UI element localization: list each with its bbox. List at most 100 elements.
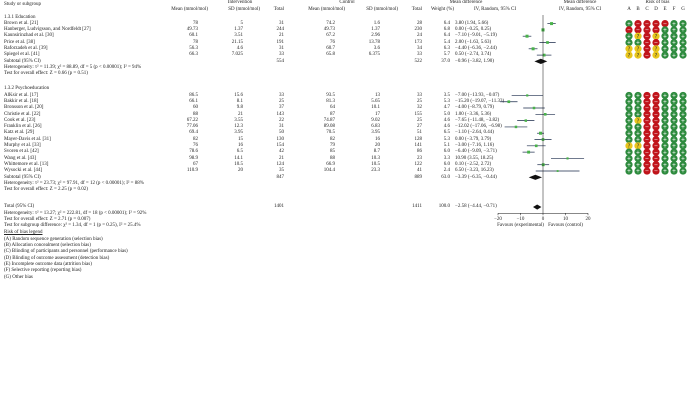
intervention-mean: 78 <box>193 20 198 26</box>
intervention-sd: 3.95 <box>234 130 243 136</box>
rob-symbol: + <box>672 21 676 27</box>
total-intervention: 1401 <box>274 204 284 210</box>
control-mean: 81.3 <box>326 98 335 104</box>
rob-symbol: + <box>663 106 667 112</box>
study-weight: 6.4 <box>443 33 450 39</box>
rob-dot-E <box>661 135 669 144</box>
legend-item: (E) Incomplete outcome data (attrition b… <box>4 261 92 267</box>
rob-dot-F <box>670 142 678 150</box>
rob-symbol: + <box>672 150 676 156</box>
subtotal-diamond <box>534 58 548 64</box>
control-sd: 16 <box>375 136 380 142</box>
rob-symbol: − <box>654 162 658 168</box>
rob-dot-D <box>652 142 660 150</box>
rob-symbol: − <box>645 118 649 124</box>
rob-dot-A <box>625 142 633 150</box>
rob-dot-G <box>679 91 687 100</box>
rob-dot-C <box>643 161 651 169</box>
rob-dot-F <box>670 26 678 34</box>
rob-symbol: − <box>645 137 649 143</box>
study-name: Spiegel et al. [41] <box>4 52 40 58</box>
rob-dot-B <box>634 104 642 112</box>
rob-symbol: + <box>627 40 631 46</box>
control-total: 32 <box>417 105 422 111</box>
rob-symbol: + <box>663 47 667 53</box>
study-name: Bronsson et al. [20] <box>4 105 44 111</box>
rob-dot-B <box>634 98 642 106</box>
study-weight: 4.7 <box>443 105 450 111</box>
rob-dot-A <box>625 20 633 28</box>
rob-symbol: + <box>663 156 667 162</box>
subtotal-intervention-total: 554 <box>276 58 285 64</box>
control-total: 23 <box>417 155 422 161</box>
control-total: 173 <box>414 39 423 45</box>
study-name: Mayer-Davis et al. [31] <box>4 136 51 142</box>
control-mean: 67.2 <box>326 33 335 39</box>
rob-dot-D <box>652 161 660 169</box>
total-diamond <box>533 204 542 210</box>
intervention-mean: 76 <box>193 143 198 149</box>
rob-dot-C <box>643 142 651 150</box>
control-total: 28 <box>417 20 422 26</box>
header-rob: Risk of bias <box>645 0 670 5</box>
study-ci: 0.10 (−2.52, 2.72) <box>455 161 492 167</box>
effect-square <box>527 150 531 154</box>
study-weight: 6.5 <box>443 130 450 136</box>
rob-symbol: − <box>645 125 649 131</box>
rob-symbol: + <box>627 99 631 105</box>
rob-dot-D <box>652 45 660 53</box>
rob-dot-G <box>679 129 687 137</box>
rob-dot-A <box>625 110 633 118</box>
study-weight: 5.0 <box>443 111 450 117</box>
intervention-sd: 5 <box>240 20 244 26</box>
intervention-mean: 60.1 <box>189 33 198 39</box>
intervention-sd: 9.8 <box>236 105 243 111</box>
intervention-total: 33 <box>279 92 284 98</box>
total-heterogeneity: Heterogeneity: τ² = 13.27; χ² = 222.81, … <box>4 210 147 216</box>
rob-symbol: ? <box>637 53 640 59</box>
subtotal-weight: 37.0 <box>441 58 450 64</box>
rob-symbol: − <box>654 28 658 34</box>
study-name: Brown et al. [21] <box>4 20 39 26</box>
effect-square <box>525 34 529 38</box>
effect-square <box>556 170 559 172</box>
rob-symbol: − <box>645 156 649 162</box>
rob-symbol: + <box>681 156 685 162</box>
rob-dot-E <box>661 38 669 47</box>
rob-dot-E <box>661 98 669 106</box>
rob-symbol: + <box>663 137 667 143</box>
rob-letter-D: D <box>654 7 658 12</box>
study-name: Bakkir et al. [18] <box>4 98 39 104</box>
rob-dot-D <box>652 32 660 40</box>
x-tick-label: 0 <box>542 217 545 222</box>
rob-symbol: ? <box>637 34 640 40</box>
header-md: Mean difference <box>449 0 483 5</box>
study-ci: 6.50 (−3.23, 16.23) <box>455 168 494 174</box>
control-sd: 2.96 <box>371 33 380 39</box>
intervention-total: 21 <box>279 155 284 161</box>
rob-dot-G <box>679 26 687 34</box>
rob-dot-G <box>679 161 687 169</box>
rob-dot-G <box>679 117 687 125</box>
rob-dot-F <box>670 32 678 40</box>
x-tick-label: 10 <box>563 217 569 222</box>
intervention-mean: 66.1 <box>189 98 198 104</box>
intervention-sd: 8.1 <box>236 98 243 104</box>
rob-letter-F: F <box>672 7 676 12</box>
intervention-mean: 67.22 <box>186 117 198 123</box>
rob-symbol: + <box>672 47 676 53</box>
rob-symbol: + <box>663 162 667 168</box>
overall-effect: Test for overall effect: Z = 0.66 (p = 0… <box>4 71 88 77</box>
study-ci: 1.00 (−3.36, 5.36) <box>455 111 492 117</box>
rob-dot-D <box>652 167 660 175</box>
rob-symbol: + <box>627 156 631 162</box>
rob-dot-D <box>652 123 660 131</box>
rob-symbol: − <box>645 112 649 118</box>
rob-symbol: + <box>627 34 631 40</box>
intervention-total: 31 <box>279 124 284 130</box>
rob-symbol: − <box>654 99 658 105</box>
intervention-sd: 16 <box>238 143 243 149</box>
rob-dot-B <box>634 110 642 118</box>
intervention-total: 124 <box>276 161 285 167</box>
rob-symbol: ? <box>628 144 631 150</box>
